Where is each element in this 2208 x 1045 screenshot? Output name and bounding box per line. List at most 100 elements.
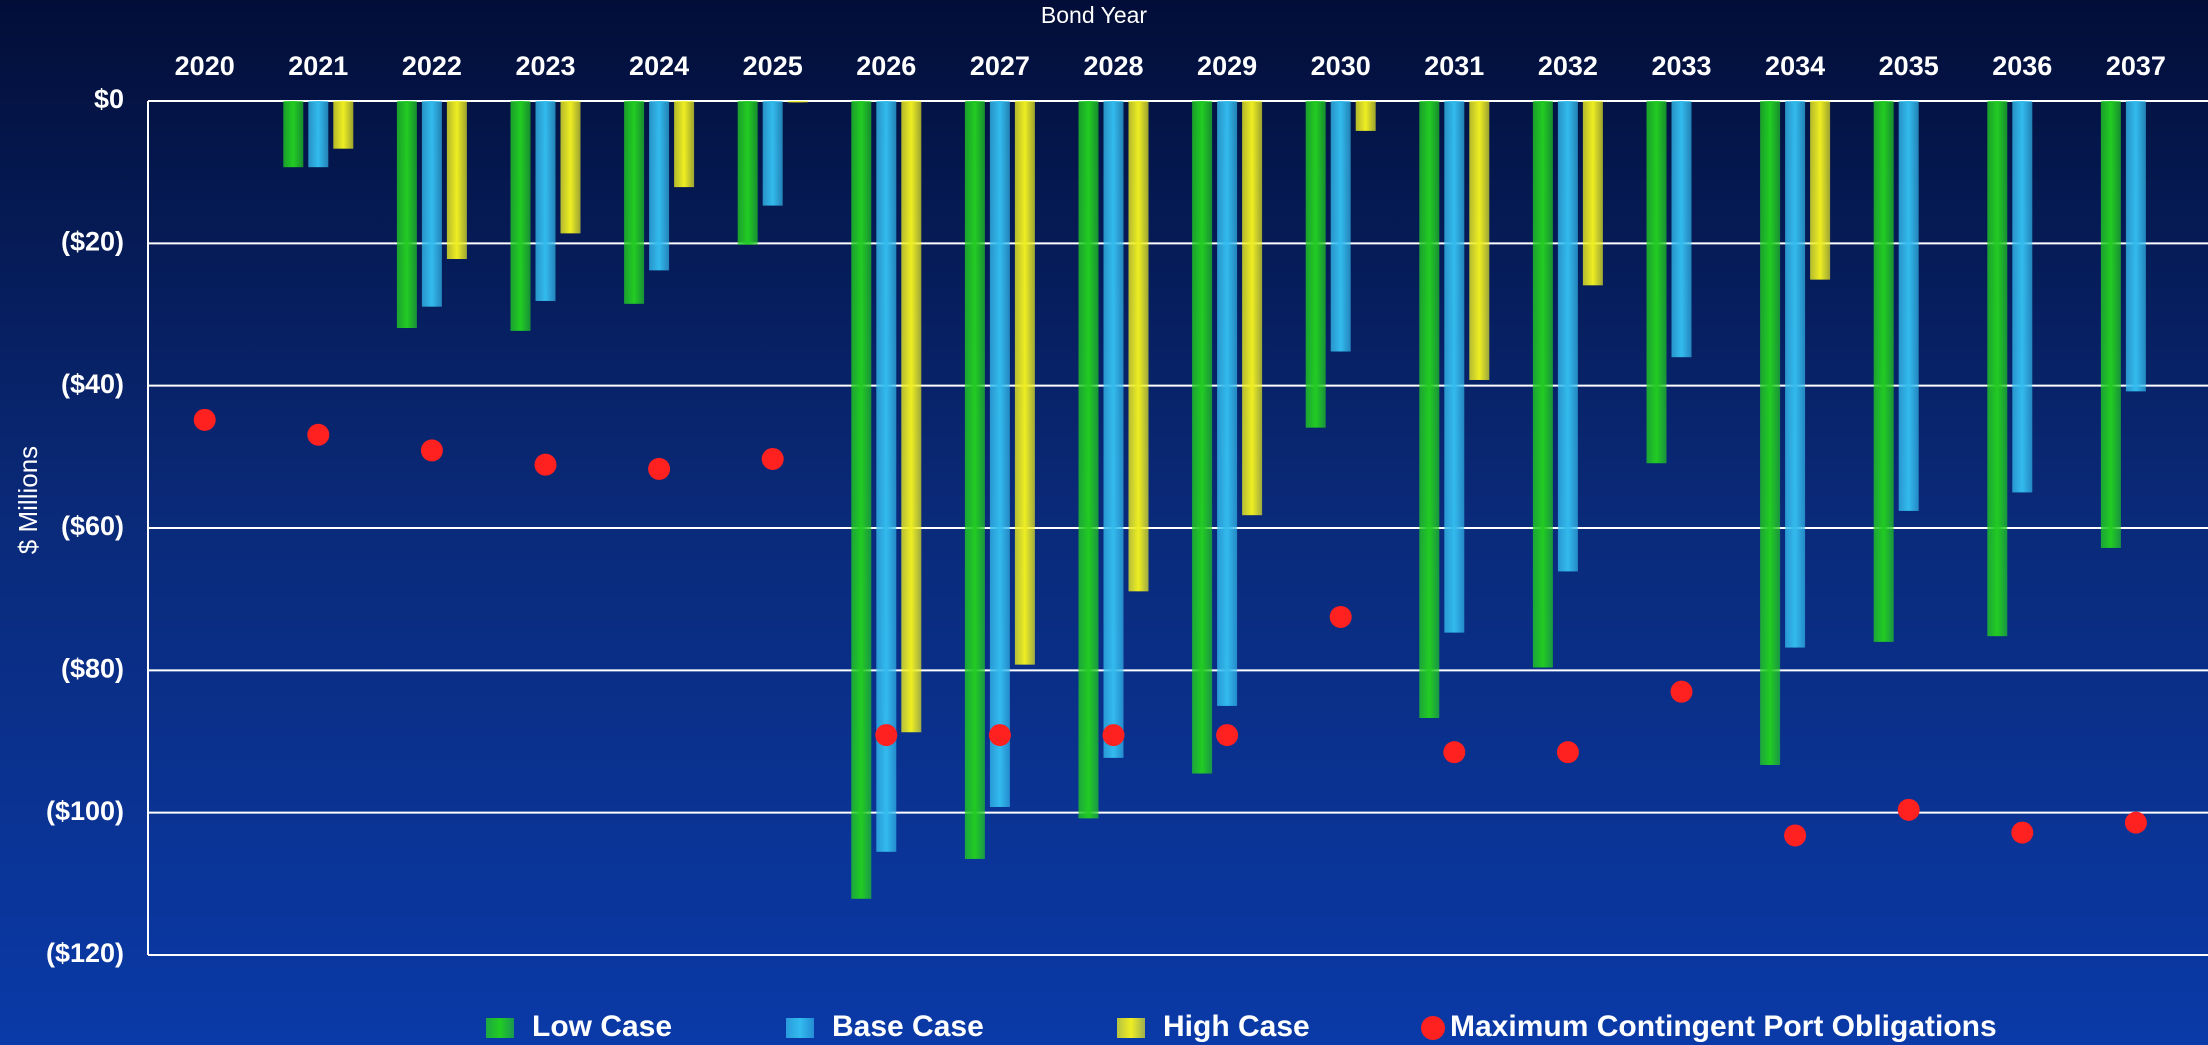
x-tick-label: 2035 [1879, 51, 1939, 81]
bar [560, 101, 581, 234]
dot [1329, 605, 1352, 628]
x-tick-label: 2026 [856, 51, 916, 81]
bar [2012, 101, 2033, 493]
legend-marker [486, 1018, 514, 1038]
bar [1078, 101, 1099, 819]
bar [737, 101, 758, 245]
bar [1469, 101, 1490, 380]
legend-marker [1421, 1016, 1445, 1040]
dot [534, 453, 557, 476]
dot [420, 439, 443, 462]
x-tick-label: 2033 [1651, 51, 1711, 81]
bar [1419, 101, 1440, 719]
x-tick-label: 2032 [1538, 51, 1598, 81]
bar [1355, 101, 1376, 131]
legend-marker [1117, 1018, 1145, 1038]
dot [2124, 811, 2147, 834]
bar [1128, 101, 1149, 592]
dot [1897, 798, 1920, 821]
bar [1557, 101, 1578, 572]
bar [396, 101, 417, 329]
bar [1582, 101, 1603, 286]
dot [2011, 821, 2034, 844]
bar [446, 101, 467, 259]
bar [901, 101, 922, 733]
bar [1873, 101, 1894, 642]
bar [1785, 101, 1806, 648]
bar [1242, 101, 1263, 516]
bar [535, 101, 556, 301]
y-tick-label: ($60) [61, 511, 124, 541]
y-tick-label: ($20) [61, 226, 124, 256]
bar [1444, 101, 1465, 633]
bar [333, 101, 354, 149]
dot [875, 724, 898, 747]
bar [1671, 101, 1692, 358]
bar [1305, 101, 1326, 428]
dot [1784, 824, 1807, 847]
bar [421, 101, 442, 307]
dot [1216, 724, 1239, 747]
legend-label: Maximum Contingent Port Obligations [1450, 1010, 1997, 1043]
bar [308, 101, 329, 168]
x-tick-label: 2025 [743, 51, 803, 81]
bar [1987, 101, 2008, 637]
x-tick-label: 2034 [1765, 51, 1825, 81]
dot [1102, 724, 1125, 747]
x-tick-label: 2021 [288, 51, 348, 81]
y-tick-label: $0 [94, 84, 124, 114]
bar [1192, 101, 1213, 774]
bar [1014, 101, 1035, 665]
x-axis-label: Bond Year [1041, 2, 1148, 28]
bar [1646, 101, 1667, 464]
legend-label: Base Case [832, 1010, 984, 1043]
x-tick-label: 2037 [2106, 51, 2166, 81]
x-tick-label: 2028 [1083, 51, 1143, 81]
dot [1443, 741, 1466, 764]
dot [307, 423, 330, 446]
x-tick-label: 2027 [970, 51, 1030, 81]
bar [2100, 101, 2121, 548]
y-tick-label: ($40) [61, 369, 124, 399]
bar [1898, 101, 1919, 511]
bar [510, 101, 531, 331]
bar [674, 101, 695, 188]
bar [649, 101, 670, 271]
x-tick-label: 2020 [175, 51, 235, 81]
bar [1330, 101, 1351, 352]
bar [762, 101, 783, 206]
y-axis-label: $ Millions [13, 446, 43, 554]
bar [876, 101, 897, 852]
bar [1532, 101, 1553, 668]
bar [989, 101, 1010, 807]
bar [1103, 101, 1124, 758]
legend-label: High Case [1163, 1010, 1310, 1043]
dot [761, 447, 784, 470]
bar [964, 101, 985, 859]
y-tick-label: ($80) [61, 653, 124, 683]
x-tick-label: 2036 [1992, 51, 2052, 81]
bar [1810, 101, 1831, 280]
bar [1760, 101, 1781, 765]
x-tick-label: 2023 [515, 51, 575, 81]
bar [851, 101, 872, 899]
dot [988, 724, 1011, 747]
dot [193, 408, 216, 431]
x-tick-label: 2031 [1424, 51, 1484, 81]
legend-label: Low Case [532, 1010, 672, 1043]
legend-marker [786, 1018, 814, 1038]
bar [283, 101, 304, 168]
x-tick-label: 2024 [629, 51, 689, 81]
y-tick-label: ($120) [46, 938, 124, 968]
x-tick-label: 2029 [1197, 51, 1257, 81]
y-tick-label: ($100) [46, 796, 124, 826]
x-tick-label: 2030 [1311, 51, 1371, 81]
dot [648, 457, 671, 480]
bar [624, 101, 645, 304]
bar [2125, 101, 2146, 392]
x-tick-label: 2022 [402, 51, 462, 81]
dot [1670, 680, 1693, 703]
bar [787, 101, 808, 103]
bar [1217, 101, 1238, 706]
